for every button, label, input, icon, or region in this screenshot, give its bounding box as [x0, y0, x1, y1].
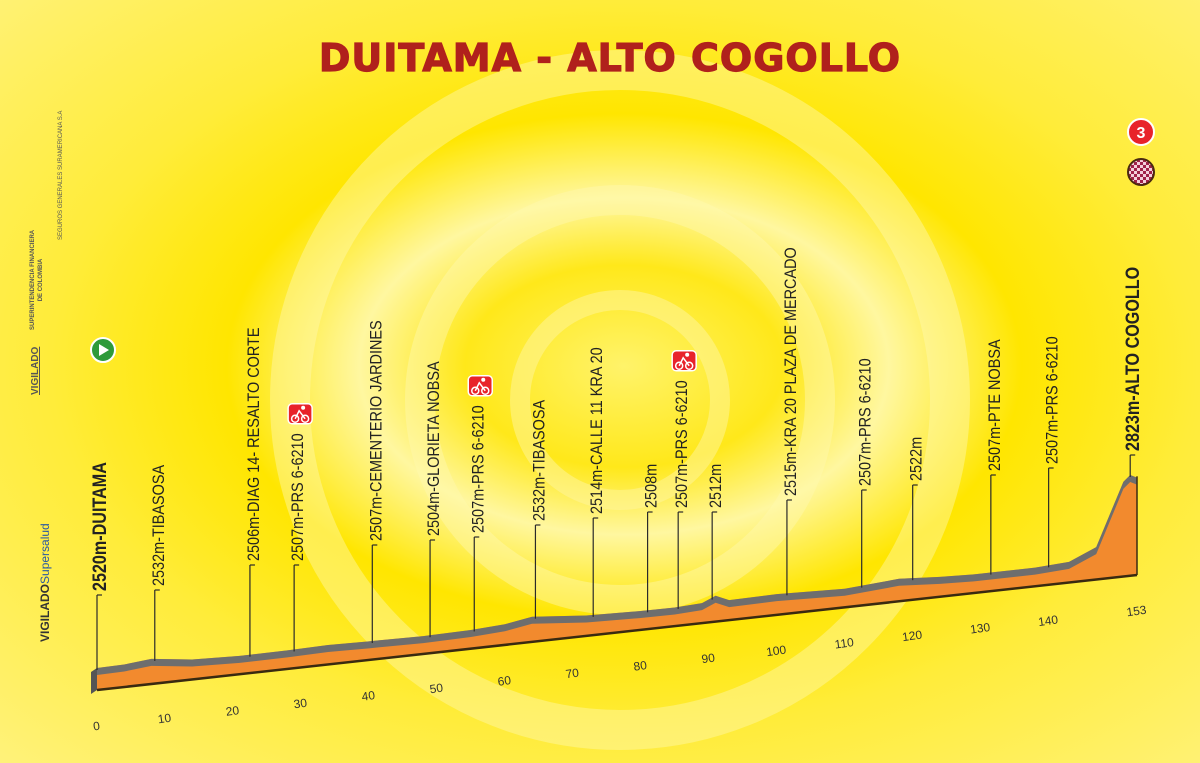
marker-label: 2532m-TIBASOSA	[530, 399, 548, 521]
x-tick-label: 10	[157, 711, 172, 727]
km-marker: 2507m-PRS 6-6210	[1044, 336, 1062, 568]
rider-body-icon	[294, 409, 306, 420]
km-marker: 2514m-CALLE 11 KRA 20	[588, 347, 607, 617]
marker-label: 2507m-PRS 6-6210	[1044, 336, 1062, 464]
km-marker: 2520m-DUITAMA	[89, 337, 116, 670]
x-tick-label: 120	[901, 627, 923, 644]
marker-label: 2507m-CEMENTERIO JARDINES	[367, 320, 385, 541]
x-tick-label: 40	[361, 688, 376, 704]
profile-side	[91, 668, 97, 694]
checkered-flag-icon	[1127, 158, 1155, 186]
km-marker: 2507m-PRS 6-6210	[671, 350, 697, 609]
superfinanciera-line-1: SUPERINTENDENCIA FINANCIERA	[30, 229, 36, 330]
rider-body-icon	[678, 356, 690, 367]
bike-wheel-icon	[674, 361, 684, 371]
x-tick-label: 140	[1037, 612, 1059, 629]
supersalud-name: Supersalud	[38, 523, 52, 584]
km-marker: 2532m-TIBASOSA	[530, 399, 549, 619]
marker-label: 2504m-GLORIETA NOBSA	[425, 361, 443, 536]
km-marker: 2507m-PRS 6-6210	[467, 375, 494, 632]
x-tick-label: 60	[497, 673, 512, 689]
marker-label: 2507m-PRS 6-6210	[469, 405, 487, 533]
finish-badges: 3	[1127, 118, 1155, 186]
superfinanciera-line-2: DE COLOMBIA	[38, 258, 44, 302]
marker-label: 2515m-KRA 20 PLAZA DE MERCADO	[782, 247, 800, 496]
km-marker: 2507m-PRS 6-6210	[857, 358, 875, 588]
x-tick-label: 30	[293, 696, 308, 712]
km-marker: 2515m-KRA 20 PLAZA DE MERCADO	[782, 247, 800, 596]
supersalud-logo: VIGILADOSupersalud	[38, 523, 52, 642]
bike-wheel-icon	[300, 414, 310, 424]
km-marker: 2512m	[707, 464, 725, 600]
x-tick-label: 0	[92, 719, 101, 734]
marker-label: 2520m-DUITAMA	[89, 462, 111, 591]
supersalud-vigilado: VIGILADO	[38, 583, 52, 642]
marker-label: 2507m-PTE NOBSA	[986, 339, 1004, 471]
page-title: DUITAMA - ALTO COGOLLO	[318, 35, 902, 80]
x-tick-label: 20	[225, 703, 240, 719]
seguros-label: SEGUROS GENERALES SURAMERICANA S.A	[58, 110, 64, 240]
category-badge-icon	[1127, 118, 1155, 146]
km-marker: 2532m-TIBASOSA	[150, 464, 168, 661]
sprint-icon	[671, 350, 697, 372]
x-tick-label: 70	[565, 666, 580, 682]
background-swirl	[270, 50, 970, 750]
km-marker: 2504m-GLORIETA NOBSA	[425, 361, 443, 638]
profile-base-line	[96, 573, 1138, 692]
vigilado-label: VIGILADO	[30, 346, 41, 395]
km-marker: 2508m	[643, 464, 661, 613]
marker-label: 2512m	[707, 464, 725, 508]
km-marker: 2823m-ALTO COGOLLO	[1122, 267, 1144, 477]
km-marker: 2507m-PTE NOBSA	[986, 339, 1004, 575]
rider-head-icon	[481, 377, 486, 382]
bike-wheel-icon	[290, 414, 300, 424]
sprint-icon	[467, 375, 494, 397]
marker-label: 2507m-PRS 6-6210	[289, 433, 307, 561]
rider-head-icon	[685, 352, 690, 357]
marker-label: 2522m	[908, 437, 926, 481]
km-marker: 2506m-DIAG 14- RESALTO CORTE	[245, 327, 263, 657]
bike-wheel-icon	[481, 386, 490, 396]
x-tick-label: 100	[765, 643, 787, 660]
marker-label: 2507m-PRS 6-6210	[857, 358, 875, 486]
bike-wheel-icon	[471, 386, 480, 396]
x-tick-label: 153	[1126, 603, 1148, 620]
marker-label: 2507m-PRS 6-6210	[673, 380, 691, 508]
marker-label: 2823m-ALTO COGOLLO	[1122, 267, 1144, 451]
x-tick-label: 130	[969, 620, 991, 637]
marker-label: 2532m-TIBASOSA	[150, 464, 168, 586]
category-badge-label: 3	[1137, 125, 1146, 142]
superfinanciera-label: SUPERINTENDENCIA FINANCIERA DE COLOMBIA	[29, 230, 45, 330]
x-tick-label: 110	[834, 635, 855, 652]
rider-body-icon	[474, 381, 486, 392]
x-tick-label: 80	[633, 658, 648, 674]
marker-label: 2508m	[643, 464, 661, 508]
km-marker: 2507m-PRS 6-6210	[287, 403, 313, 652]
play-icon	[99, 344, 109, 356]
bike-wheel-icon	[684, 361, 694, 371]
marker-label: 2506m-DIAG 14- RESALTO CORTE	[245, 327, 263, 561]
sprint-icon	[287, 403, 313, 425]
x-tick-label: 50	[429, 681, 444, 697]
rider-head-icon	[301, 405, 306, 410]
km-marker: 2522m	[908, 437, 926, 581]
km-marker: 2507m-CEMENTERIO JARDINES	[367, 320, 386, 643]
x-tick-label: 90	[701, 650, 716, 666]
marker-label: 2514m-CALLE 11 KRA 20	[588, 347, 606, 514]
